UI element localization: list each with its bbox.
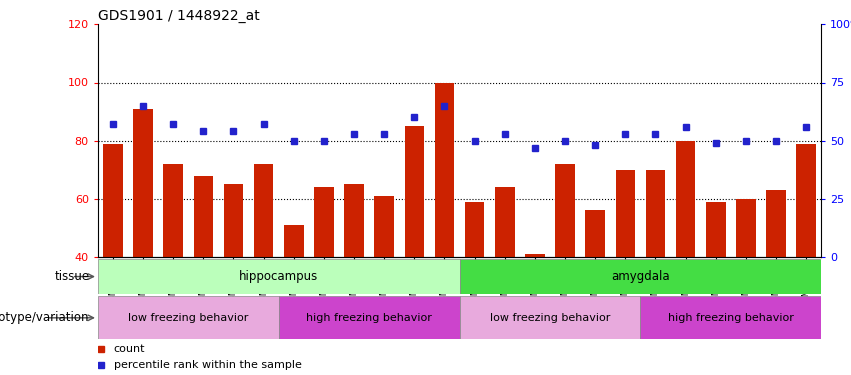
Text: count: count [114, 344, 146, 354]
Bar [525, 254, 545, 257]
Bar [134, 109, 153, 257]
Bar [193, 176, 213, 257]
Text: hippocampus: hippocampus [239, 270, 318, 283]
Bar [646, 170, 665, 257]
Bar [495, 187, 515, 257]
Bar [345, 184, 364, 257]
Text: percentile rank within the sample: percentile rank within the sample [114, 360, 301, 370]
Bar [278, 296, 460, 339]
Bar [254, 164, 273, 257]
Bar [98, 296, 278, 339]
Bar [640, 296, 821, 339]
Text: high freezing behavior: high freezing behavior [668, 313, 794, 323]
Bar [465, 202, 484, 257]
Bar [706, 202, 726, 257]
Bar [163, 164, 183, 257]
Bar [374, 196, 394, 257]
Text: amygdala: amygdala [611, 270, 670, 283]
Bar [766, 190, 785, 257]
Bar [555, 164, 574, 257]
Bar [585, 210, 605, 257]
Bar [460, 296, 640, 339]
Bar [676, 141, 695, 257]
Bar [224, 184, 243, 257]
Bar [435, 82, 454, 257]
Bar [460, 259, 821, 294]
Text: genotype/variation: genotype/variation [0, 311, 89, 324]
Text: tissue: tissue [54, 270, 89, 283]
Bar [284, 225, 304, 257]
Text: low freezing behavior: low freezing behavior [490, 313, 610, 323]
Bar [98, 259, 460, 294]
Bar [314, 187, 334, 257]
Bar [797, 144, 816, 257]
Text: high freezing behavior: high freezing behavior [306, 313, 432, 323]
Bar [404, 126, 424, 257]
Bar [103, 144, 123, 257]
Text: GDS1901 / 1448922_at: GDS1901 / 1448922_at [98, 9, 260, 23]
Bar [615, 170, 635, 257]
Text: low freezing behavior: low freezing behavior [129, 313, 248, 323]
Bar [736, 199, 756, 257]
